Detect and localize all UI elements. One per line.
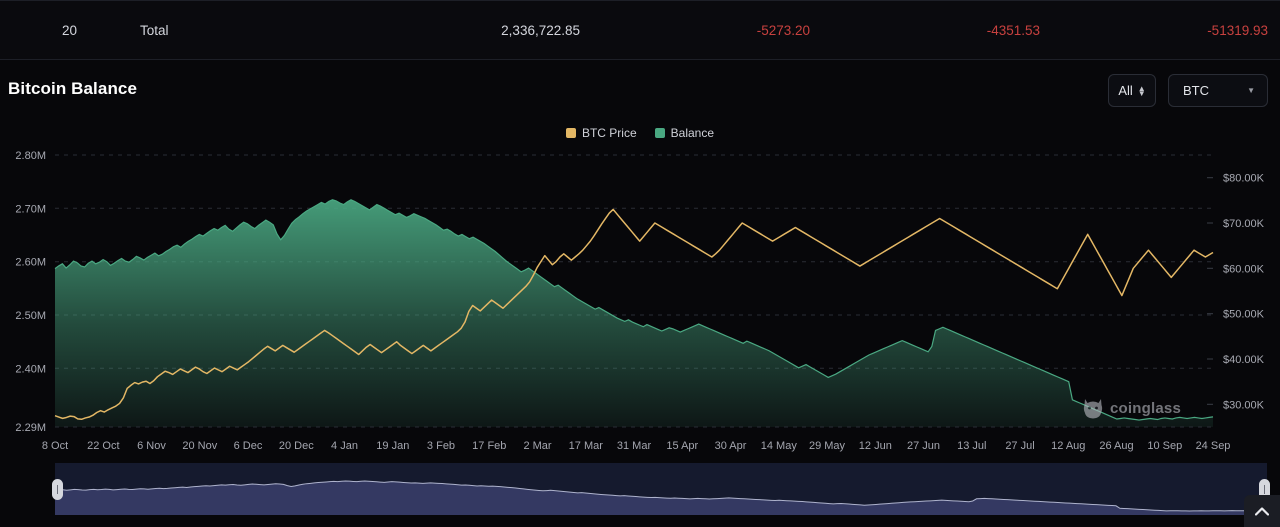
brush-mini-chart	[54, 480, 1268, 515]
balance-line	[54, 199, 1214, 421]
legend-label-btc-price: BTC Price	[581, 126, 637, 140]
chart-area[interactable]: 2.80M 2.70M 2.60M 2.50M 2.40M 2.29M $80.00K $70…	[0, 145, 1280, 465]
x-axis-tick: 12 Aug	[1051, 440, 1085, 452]
x-axis-tick: 15 Apr	[666, 440, 698, 452]
balance-area	[55, 199, 1213, 427]
x-axis-tick: 3 Feb	[427, 440, 455, 452]
x-axis-tick: 6 Nov	[137, 440, 166, 452]
y-axis-right-tick: $80.00K	[1223, 173, 1265, 185]
legend-label-balance: Balance	[670, 126, 715, 140]
y-axis-right-tick: $40.00K	[1223, 354, 1265, 366]
y-axis-left-tick: 2.70M	[15, 203, 46, 215]
chart-legend: BTC Price Balance	[0, 123, 1280, 143]
x-axis-tick: 12 Jun	[859, 440, 892, 452]
summary-total-row: 20 Total 2,336,722.85 -5273.20 -4351.53 …	[0, 0, 1280, 60]
coinglass-watermark: coinglass	[1082, 396, 1181, 420]
x-axis-tick: 20 Nov	[182, 440, 217, 452]
y-axis-left-tick: 2.29M	[15, 422, 46, 434]
y-axis-right-tick: $30.00K	[1223, 399, 1265, 411]
balance-price-chart: 2.80M 2.70M 2.60M 2.50M 2.40M 2.29M $80.00K $70…	[15, 150, 1265, 452]
watermark-text: coinglass	[1110, 399, 1181, 417]
scroll-to-top-button[interactable]	[1244, 495, 1280, 527]
x-axis-tick: 10 Sep	[1147, 440, 1182, 452]
chart-brush[interactable]	[0, 463, 1280, 515]
summary-count: 20	[62, 23, 78, 38]
y-axis-left-tick: 2.80M	[15, 150, 46, 162]
y-axis-left-tick: 2.60M	[15, 257, 46, 269]
x-axis-tick: 2 Mar	[523, 440, 551, 452]
chevron-up-icon	[1255, 506, 1269, 516]
bear-logo-icon	[1083, 399, 1103, 419]
x-axis-tick: 19 Jan	[376, 440, 409, 452]
chevron-up-down-icon: ▲ ▼	[1137, 83, 1146, 98]
y-axis-right-tick: $50.00K	[1223, 309, 1265, 321]
y-axis-left-tick: 2.50M	[15, 310, 46, 322]
legend-swatch-balance	[654, 128, 665, 138]
x-axis-tick: 26 Aug	[1099, 440, 1133, 452]
x-axis-tick: 14 May	[761, 440, 798, 452]
chart-header: Bitcoin Balance All ▲ ▼ BTC ▼	[0, 60, 1280, 122]
x-axis-tick: 13 Jul	[957, 440, 986, 452]
summary-change-2: -4351.53	[986, 23, 1040, 38]
range-selector[interactable]: All ▲ ▼	[1108, 74, 1156, 107]
page-title: Bitcoin Balance	[8, 79, 138, 98]
range-selector-label: All	[1118, 83, 1133, 98]
x-axis-tick: 22 Oct	[87, 440, 119, 452]
brush-line	[54, 480, 1268, 512]
x-axis-tick: 17 Feb	[472, 440, 506, 452]
summary-label: Total	[140, 23, 169, 38]
brush-handle-left[interactable]	[52, 479, 63, 500]
x-axis-tick: 27 Jun	[907, 440, 940, 452]
x-axis-tick: 4 Jan	[331, 440, 358, 452]
chart-controls: All ▲ ▼ BTC ▼	[1108, 74, 1268, 107]
x-axis-tick: 8 Oct	[42, 440, 68, 452]
x-axis-tick: 24 Sep	[1196, 440, 1231, 452]
x-axis-tick: 17 Mar	[569, 440, 604, 452]
y-axis-left-tick: 2.40M	[15, 363, 46, 375]
x-axis-tick: 30 Apr	[715, 440, 747, 452]
caret-down-icon: ▼	[1247, 86, 1255, 95]
symbol-selector[interactable]: BTC ▼	[1168, 74, 1268, 107]
summary-change-1: -5273.20	[756, 23, 810, 38]
brush-selection[interactable]	[54, 463, 1268, 515]
y-axis-right-tick: $60.00K	[1223, 263, 1265, 275]
x-axis-tick: 6 Dec	[234, 440, 263, 452]
x-axis-tick: 29 May	[809, 440, 846, 452]
x-axis-tick: 20 Dec	[279, 440, 314, 452]
legend-item-balance[interactable]: Balance	[654, 126, 715, 140]
legend-swatch-btc-price	[565, 128, 576, 138]
summary-change-3: -51319.93	[1207, 23, 1268, 38]
y-axis-right-tick: $70.00K	[1223, 218, 1265, 230]
summary-value: 2,336,722.85	[501, 23, 580, 38]
x-axis-tick: 27 Jul	[1005, 440, 1034, 452]
symbol-selector-label: BTC	[1183, 83, 1209, 98]
brush-handle-right[interactable]	[1259, 479, 1270, 500]
btc-price-line	[54, 208, 1214, 421]
legend-item-btc-price[interactable]: BTC Price	[565, 126, 637, 140]
x-axis-tick: 31 Mar	[617, 440, 652, 452]
